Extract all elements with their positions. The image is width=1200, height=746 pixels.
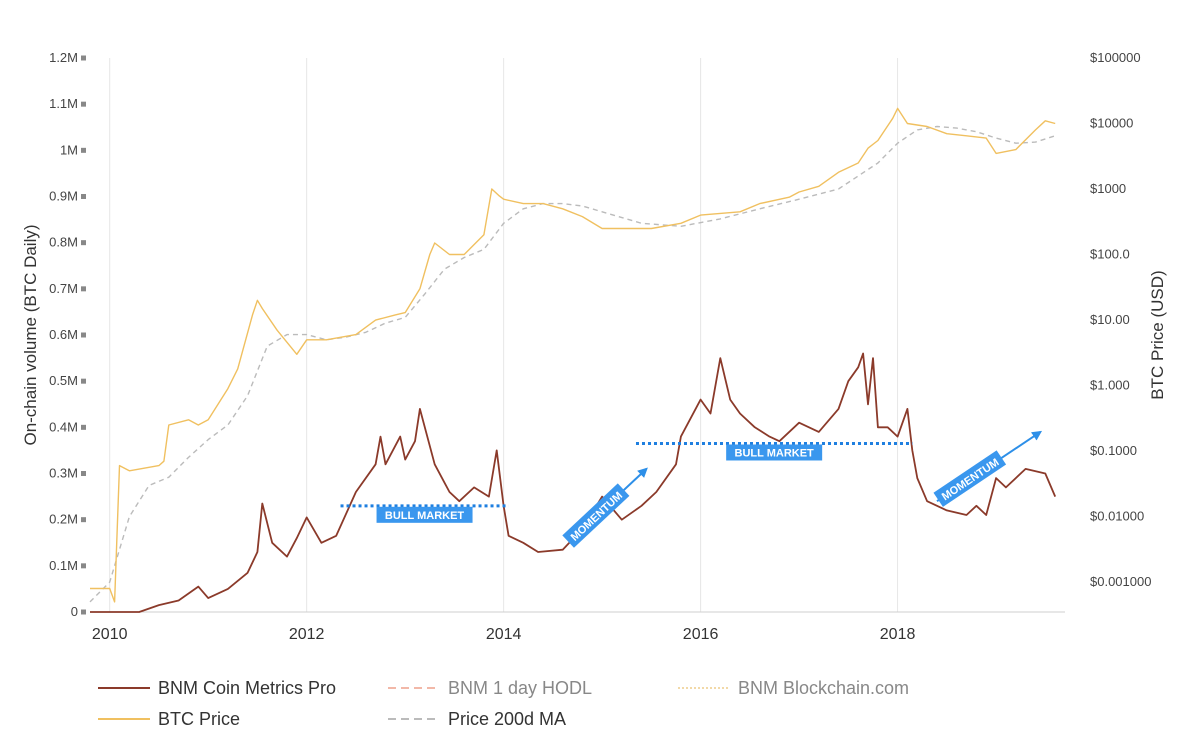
x-tick-label: 2018 <box>880 626 916 643</box>
grid <box>90 58 1065 613</box>
left-tick-mark <box>81 332 86 338</box>
left-tick-label: 0.3M <box>49 466 78 481</box>
right-tick-label: $0.01000 <box>1090 509 1144 524</box>
left-tick-mark <box>81 147 86 153</box>
left-tick-label: 1.2M <box>49 50 78 65</box>
right-tick-label: $0.001000 <box>1090 574 1151 589</box>
left-tick-label: 1.1M <box>49 96 78 111</box>
left-tick-mark <box>81 563 86 569</box>
left-tick-label: 0.9M <box>49 189 78 204</box>
left-tick-label: 0.6M <box>49 327 78 342</box>
legend-label: BNM Blockchain.com <box>738 678 909 698</box>
right-axis-ticks: $0.001000 $0.01000 $0.1000 $1.000 $10.00 $100… <box>1090 50 1151 589</box>
series-line-btc-price <box>90 107 1056 603</box>
legend-item-bnm-1-day-hodl[interactable]: BNM 1 day HODL <box>388 678 592 698</box>
left-tick-label: 0.8M <box>49 235 78 250</box>
left-axis-title: On-chain volume (BTC Daily) <box>21 224 40 445</box>
right-tick-label: $100.0 <box>1090 247 1130 262</box>
left-tick-label: 0.4M <box>49 419 78 434</box>
x-tick-label: 2012 <box>289 626 325 643</box>
right-tick-label: $100000 <box>1090 50 1141 65</box>
x-tick-label: 2010 <box>92 626 128 643</box>
left-tick-label: 0 <box>71 604 78 619</box>
legend-item-bnm-blockchain-com[interactable]: BNM Blockchain.com <box>678 678 909 698</box>
left-tick-mark <box>81 101 86 107</box>
left-tick-label: 1M <box>60 142 78 157</box>
right-tick-label: $0.1000 <box>1090 443 1137 458</box>
x-tick-label: 2016 <box>683 626 719 643</box>
left-tick-mark <box>81 471 86 476</box>
legend-item-btc-price[interactable]: BTC Price <box>98 709 240 729</box>
left-tick-mark <box>81 240 86 246</box>
right-axis-title: BTC Price (USD) <box>1148 270 1167 399</box>
series-line-price-200d-ma <box>89 125 1056 603</box>
right-tick-label: $1.000 <box>1090 378 1130 393</box>
momentum-label-box <box>562 483 630 548</box>
left-tick-mark <box>81 517 86 523</box>
legend-item-price-200d-ma[interactable]: Price 200d MA <box>388 709 566 729</box>
legend-label: BNM 1 day HODL <box>448 678 592 698</box>
left-tick-label: 0.7M <box>49 281 78 296</box>
legend-label: Price 200d MA <box>448 709 566 729</box>
legend-item-bnm-coin-metrics-pro[interactable]: BNM Coin Metrics Pro <box>98 678 336 698</box>
left-tick-mark <box>81 286 86 292</box>
left-tick-label: 0.2M <box>49 512 78 527</box>
right-tick-label: $1000 <box>1090 181 1126 196</box>
left-tick-mark <box>81 194 86 199</box>
left-tick-mark <box>81 609 86 615</box>
left-tick-mark <box>81 424 86 430</box>
left-axis-ticks: 0 0.1M 0.2M 0.3M 0.4M 0.5M 0.6M 0.7M 0.8M 0.9M 1M 1… <box>49 50 86 619</box>
right-tick-label: $10000 <box>1090 116 1133 131</box>
bull-market-label-box <box>726 444 823 461</box>
left-tick-mark <box>81 55 86 61</box>
bull-market-label: BULL MARKET <box>385 510 465 522</box>
series-line-bnm-coin-metrics-pro <box>90 352 1057 613</box>
x-tick-label: 2014 <box>486 626 522 643</box>
bull-market-label-box <box>376 506 473 523</box>
x-axis-ticks: 2010 2012 2014 2016 2018 <box>92 626 916 643</box>
legend[interactable]: BNM Coin Metrics Pro BNM 1 day HODL BNM Bl… <box>98 678 909 729</box>
left-tick-label: 0.5M <box>49 373 78 388</box>
left-tick-mark <box>81 378 86 384</box>
left-tick-label: 0.1M <box>49 558 78 573</box>
bull-market-label: BULL MARKET <box>735 447 815 459</box>
series-lines <box>89 107 1057 613</box>
momentum-label-box <box>933 450 1007 507</box>
legend-label: BTC Price <box>158 709 240 729</box>
right-tick-label: $10.00 <box>1090 312 1130 327</box>
momentum-label: MOMENTUM <box>569 490 625 544</box>
legend-label: BNM Coin Metrics Pro <box>158 678 336 698</box>
